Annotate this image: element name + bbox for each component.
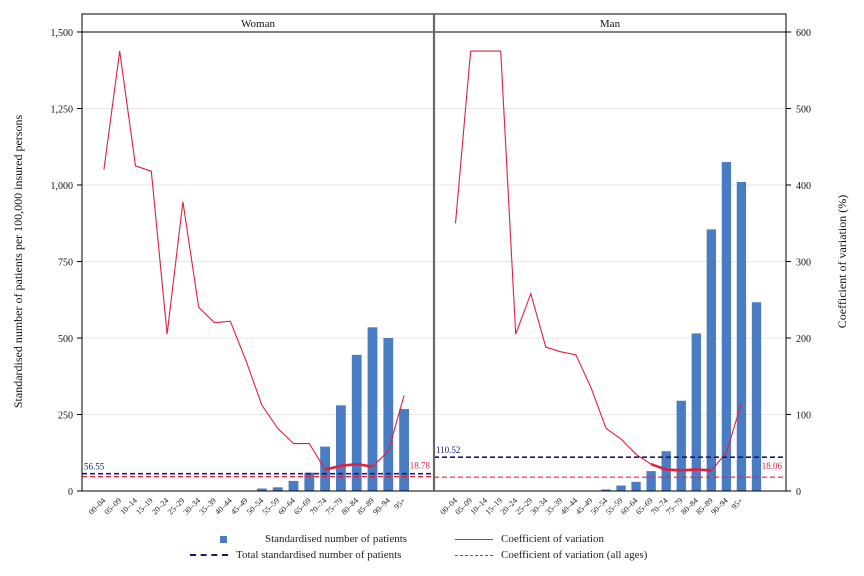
legend-swatch-cv-all (455, 554, 493, 556)
y-left-tick-label: 500 (58, 334, 73, 345)
bar (646, 471, 656, 491)
panel-title-woman: Woman (241, 18, 275, 30)
x-tick-label: 55–59 (261, 496, 282, 517)
x-tick-label: 45–49 (229, 496, 250, 517)
x-tick-label: 90–94 (709, 496, 730, 517)
bar (631, 481, 641, 491)
bar (691, 333, 701, 491)
x-tick-label: 00–04 (87, 496, 108, 517)
y-right-tick-label: 600 (796, 28, 811, 39)
y-left-tick-label: 1,250 (51, 105, 74, 116)
bar (383, 338, 394, 491)
panel-title-man: Man (600, 18, 621, 30)
bar (367, 327, 378, 491)
x-tick-label: 80–84 (340, 496, 361, 517)
bar (336, 405, 346, 491)
x-tick-label: 25–29 (166, 496, 187, 517)
cv-all-ages-label: 18.06 (762, 461, 783, 471)
x-tick-label: 70–74 (308, 496, 329, 517)
cv-line-emphasis (324, 462, 373, 471)
x-tick-label: 95+ (730, 496, 746, 512)
x-tick-label: 95+ (392, 496, 408, 512)
cv-line-emphasis (650, 462, 712, 472)
bar (272, 487, 283, 491)
y-right-tick-label: 300 (796, 258, 811, 269)
y-left-tick-label: 250 (58, 411, 73, 422)
legend-item-bars: Standardised number of patients (220, 533, 407, 545)
legend-item-total: Total standardised number of patients (190, 549, 401, 561)
legend-swatch-bars (220, 535, 227, 543)
y-right-tick-label: 0 (796, 487, 801, 498)
x-tick-label: 05–09 (103, 496, 124, 517)
bar (616, 485, 626, 491)
x-tick-label: 35–39 (197, 496, 218, 517)
y-right-tick-label: 100 (796, 411, 811, 422)
bar (661, 451, 671, 491)
x-tick-label: 90–94 (371, 496, 392, 517)
bar (288, 480, 299, 491)
y-right-tick-label: 200 (796, 334, 811, 345)
bar (351, 354, 362, 491)
bar (399, 408, 409, 491)
x-tick-label: 10–14 (118, 496, 139, 517)
x-tick-label: 65–69 (292, 496, 313, 517)
y-left-axis-title: Standardised number of patients per 100,… (11, 115, 25, 409)
y-left-tick-label: 1,000 (51, 181, 74, 192)
bar (706, 229, 716, 491)
x-tick-label: 85–89 (355, 496, 376, 517)
legend-item-cv-all: Coefficient of variation (all ages) (455, 549, 647, 561)
total-patients-label: 56.55 (84, 462, 105, 472)
x-tick-label: 30–34 (182, 496, 203, 517)
bar (257, 488, 267, 491)
legend-label-total: Total standardised number of patients (236, 549, 402, 561)
y-right-tick-label: 400 (796, 181, 811, 192)
x-tick-label: 75–79 (324, 496, 345, 517)
y-right-axis-title: Coefficient of variation (%) (835, 195, 849, 328)
total-patients-label: 110.52 (436, 445, 460, 455)
x-tick-label: 40–44 (213, 496, 234, 517)
x-tick-label: 60–64 (276, 496, 297, 517)
y-left-tick-label: 750 (58, 258, 73, 269)
bar (751, 302, 762, 491)
legend-label-bars: Standardised number of patients (265, 533, 408, 545)
x-tick-label: 15–19 (134, 496, 155, 517)
y-left-tick-label: 0 (68, 487, 73, 498)
bar (736, 181, 747, 491)
x-tick-label: 50–54 (245, 496, 266, 517)
bar (304, 472, 315, 491)
legend-item-cv: Coefficient of variation (455, 533, 604, 545)
y-right-tick-label: 500 (796, 105, 811, 116)
y-left-tick-label: 1,500 (51, 28, 74, 39)
legend-swatch-total (190, 554, 228, 556)
cv-all-ages-label: 18.78 (410, 461, 431, 471)
x-tick-label: 20–24 (150, 496, 171, 517)
bar (601, 489, 611, 491)
legend-label-cv: Coefficient of variation (501, 533, 605, 545)
bar (721, 162, 732, 492)
bar (676, 400, 686, 491)
legend-swatch-cv (455, 538, 493, 540)
legend-label-cv-all: Coefficient of variation (all ages) (501, 549, 648, 561)
legend: Standardised number of patients Coeffici… (190, 533, 750, 569)
